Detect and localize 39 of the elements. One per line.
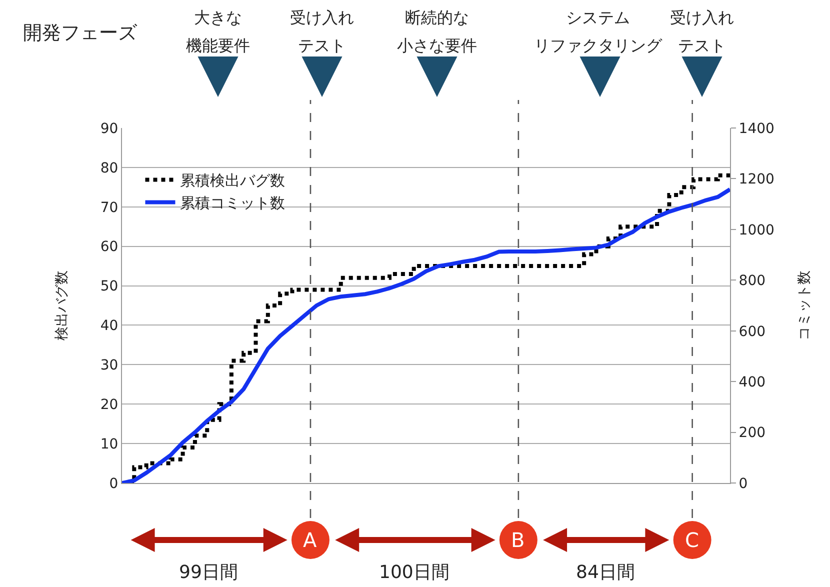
y2-tick-label: 1000 [738, 222, 774, 238]
y2-tick-label: 200 [738, 425, 766, 442]
y2-axis-title: コミット数 [796, 270, 813, 340]
y-tick-label: 10 [100, 436, 118, 452]
text: リファクタリング [534, 36, 663, 55]
text: 99日間 [179, 562, 238, 583]
y2-tick-label: 1200 [738, 172, 774, 188]
y2-tick-label: 0 [738, 476, 748, 492]
y-tick-label: 70 [100, 200, 118, 216]
text: 断続的な [405, 8, 469, 27]
text: テスト [678, 36, 726, 55]
text: C [685, 528, 699, 552]
text: システム [566, 8, 630, 27]
y2-tick-label: 400 [738, 374, 766, 390]
text: B [511, 528, 525, 552]
text: テスト [298, 36, 346, 55]
text: 100日間 [379, 562, 450, 583]
y-tick-label: 60 [100, 239, 118, 256]
legend-label: 累積コミット数 [180, 194, 286, 212]
text: 受け入れ [290, 8, 354, 27]
text: 機能要件 [186, 36, 250, 55]
text: 大きな [194, 8, 242, 27]
legend-label: 累積検出バグ数 [180, 172, 286, 190]
y-axis-title: 検出バグ数 [54, 270, 70, 340]
text: 小さな要件 [397, 36, 477, 55]
y-tick-label: 90 [100, 120, 118, 137]
y-tick-label: 0 [109, 476, 118, 492]
text: 受け入れ [670, 8, 734, 27]
text: A [303, 528, 317, 552]
y2-tick-label: 800 [738, 273, 766, 290]
y2-tick-label: 1400 [738, 120, 774, 137]
y-tick-label: 40 [100, 318, 118, 334]
text: 開発フェーズ [23, 22, 138, 44]
y2-tick-label: 600 [738, 324, 766, 340]
y-tick-label: 80 [100, 160, 118, 176]
text: 84日間 [576, 562, 635, 583]
y-tick-label: 30 [100, 358, 118, 374]
y-tick-label: 50 [100, 278, 118, 295]
y-tick-label: 20 [100, 397, 118, 414]
